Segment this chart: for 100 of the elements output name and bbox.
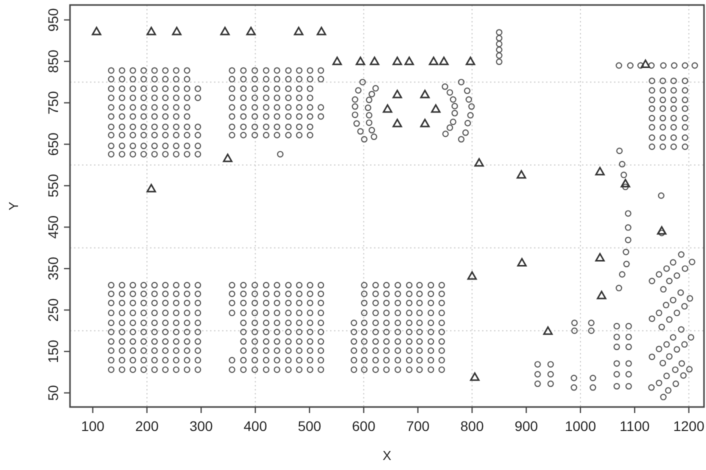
point xyxy=(92,26,102,36)
point xyxy=(474,158,484,167)
point xyxy=(648,384,655,391)
x-tick-label: 400 xyxy=(244,418,268,434)
point xyxy=(356,56,366,66)
point xyxy=(220,26,230,36)
y-tick-label: 850 xyxy=(45,49,61,74)
point xyxy=(570,374,578,382)
point xyxy=(614,322,620,330)
point xyxy=(392,118,402,128)
point xyxy=(670,259,676,266)
point xyxy=(547,361,554,368)
point xyxy=(625,360,632,367)
point xyxy=(467,271,477,280)
point xyxy=(614,360,620,367)
point xyxy=(420,90,430,98)
point xyxy=(431,104,441,113)
point xyxy=(246,26,256,36)
point xyxy=(664,387,672,394)
point xyxy=(660,394,667,400)
point xyxy=(677,289,684,296)
y-tick-label: 750 xyxy=(45,90,61,114)
point xyxy=(547,380,554,388)
y-tick-label: 550 xyxy=(45,174,61,198)
point xyxy=(672,380,680,388)
point xyxy=(534,371,541,378)
point xyxy=(656,380,662,386)
point xyxy=(682,265,688,272)
point xyxy=(648,354,656,360)
x-tick-label: 700 xyxy=(406,418,430,434)
point xyxy=(686,366,693,373)
point xyxy=(470,372,480,381)
x-tick-label: 1100 xyxy=(620,418,650,434)
point xyxy=(428,56,438,66)
y-tick-label: 50 xyxy=(45,384,61,401)
point xyxy=(146,26,156,36)
point xyxy=(172,26,182,36)
point xyxy=(656,346,662,352)
x-tick-label: 1200 xyxy=(673,418,705,434)
x-tick-label: 100 xyxy=(81,418,105,434)
point xyxy=(614,344,620,350)
point xyxy=(660,360,666,366)
point xyxy=(392,90,402,98)
point xyxy=(616,148,623,154)
point xyxy=(672,366,679,373)
point xyxy=(294,26,304,36)
point xyxy=(666,278,673,284)
y-tick-label: 350 xyxy=(45,256,61,280)
y-tick-label: 150 xyxy=(45,340,61,364)
point xyxy=(678,251,684,258)
point xyxy=(622,248,630,256)
y-tick-label: 950 xyxy=(45,8,61,32)
point xyxy=(316,26,326,36)
point xyxy=(666,353,673,360)
point xyxy=(620,178,630,188)
point xyxy=(590,384,596,391)
point xyxy=(656,226,666,235)
point xyxy=(595,253,605,262)
x-tick-label: 800 xyxy=(460,418,484,434)
x-tick-label: 200 xyxy=(135,418,159,434)
point xyxy=(620,172,628,178)
point xyxy=(660,286,667,293)
point xyxy=(466,56,476,66)
point xyxy=(656,271,662,278)
point xyxy=(625,383,632,390)
point xyxy=(596,290,606,300)
point xyxy=(625,371,632,378)
point xyxy=(614,383,620,390)
point xyxy=(622,184,629,190)
point xyxy=(625,322,632,330)
x-tick-label: 500 xyxy=(298,418,322,434)
point xyxy=(571,327,578,334)
y-tick-label: 650 xyxy=(45,132,61,156)
x-tick-label: 1000 xyxy=(564,418,596,434)
point xyxy=(517,258,527,267)
y-axis-title: Y xyxy=(6,201,21,210)
point xyxy=(663,265,670,272)
point xyxy=(370,56,380,66)
y-tick-label: 450 xyxy=(45,215,61,239)
point xyxy=(439,56,449,66)
point xyxy=(588,327,595,334)
point xyxy=(658,192,664,199)
point xyxy=(543,326,553,335)
point xyxy=(595,166,605,176)
x-axis-title: X xyxy=(382,448,392,463)
x-tick-label: 600 xyxy=(352,418,376,434)
point xyxy=(678,360,686,367)
point xyxy=(222,154,232,162)
point xyxy=(570,384,578,391)
point xyxy=(618,160,626,168)
point xyxy=(662,302,670,308)
point xyxy=(625,334,632,340)
point xyxy=(332,56,342,66)
point xyxy=(624,236,632,244)
point xyxy=(618,271,626,278)
point xyxy=(614,371,620,378)
point xyxy=(674,272,680,279)
point xyxy=(681,303,688,310)
point xyxy=(656,310,662,316)
point xyxy=(404,56,414,66)
